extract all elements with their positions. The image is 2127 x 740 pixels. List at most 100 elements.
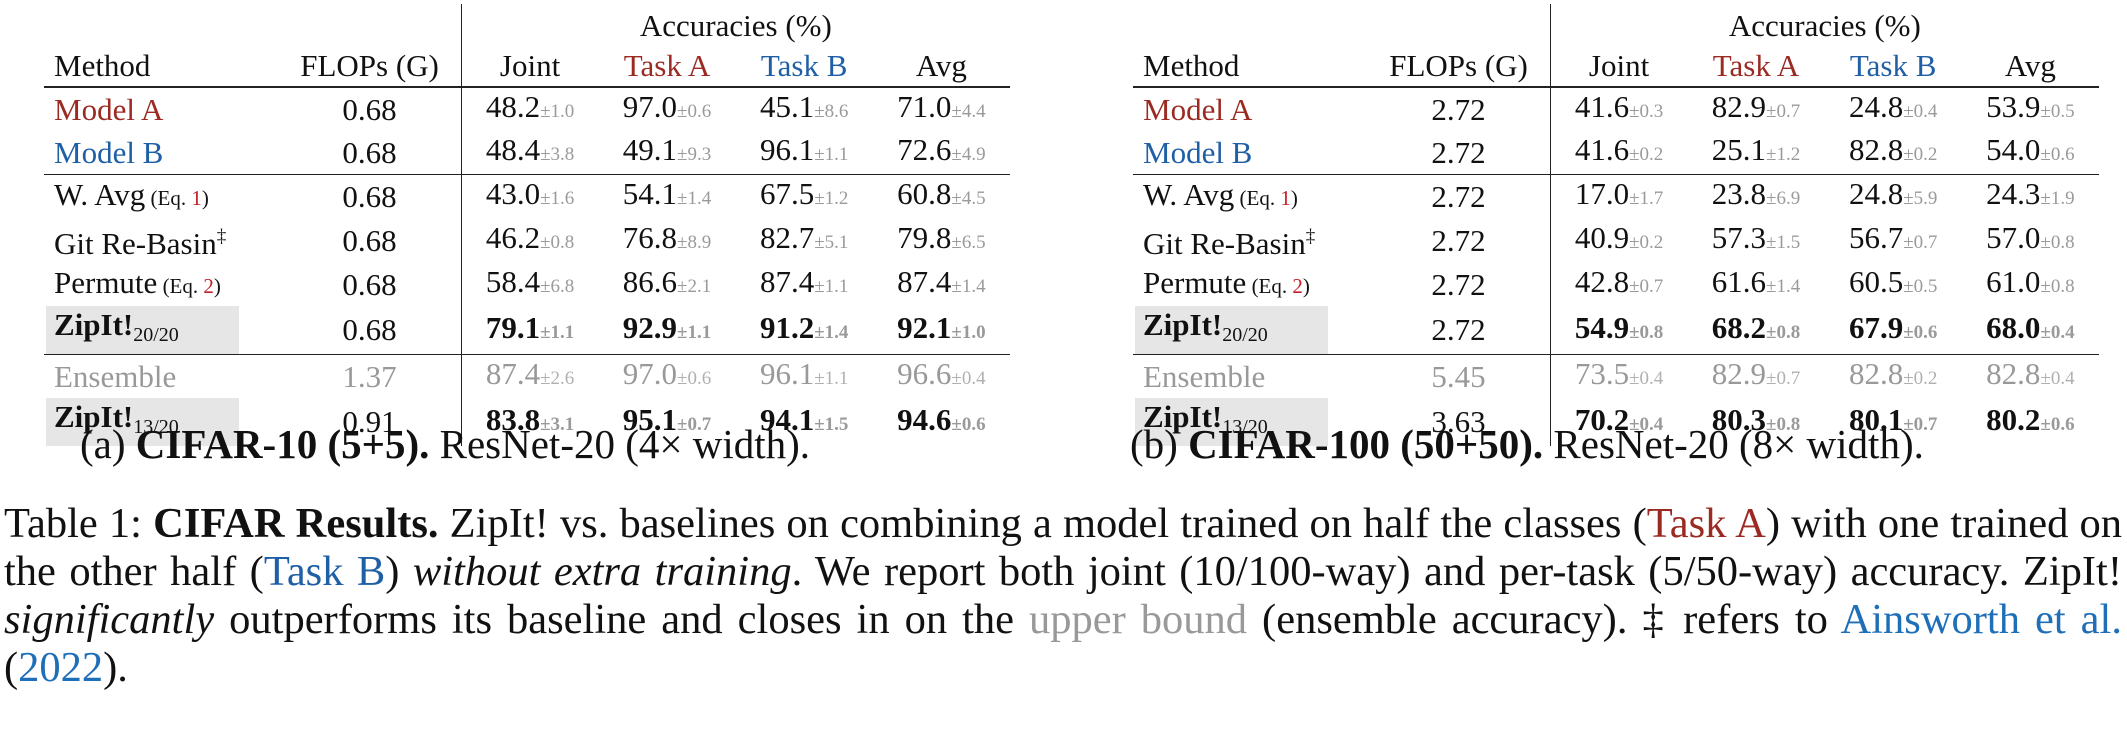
accuracy-std: ±0.6 [2040,413,2075,435]
method-name: Git Re-Basin [54,226,217,261]
accuracy-cell: 54.9±0.8 [1549,306,1688,355]
accuracy-value: 92.1 [897,309,952,345]
accuracy-std: ±1.1 [814,368,849,389]
method-name: W. Avg [54,177,146,212]
accuracy-std: ±1.0 [951,321,986,343]
task-a-header: Task A [598,46,736,88]
accuracy-std: ±0.8 [2040,232,2075,253]
caption-label: Table 1: [4,500,154,547]
accuracy-cell: 87.4±1.1 [736,263,873,306]
flops-cell: 5.45 [1431,358,1486,394]
accuracy-value: 87.4 [485,356,541,391]
accuracy-value: 48.2 [485,89,541,124]
accuracy-cell: 42.8±0.7 [1549,263,1688,306]
accuracy-cell: 57.3±1.5 [1687,218,1824,263]
accuracy-cell: 80.2±0.6 [1962,398,2099,446]
accuracy-std: ±0.4 [1903,101,1938,122]
results-table-cifar100: Accuracies (%) Method FLOPs (G) Joint Task A… [1133,4,2099,446]
accuracy-value: 61.6 [1711,264,1767,299]
accuracy-value: 67.5 [759,176,815,211]
accuracy-value: 17.0 [1574,176,1630,211]
method-name: Ensemble [1143,358,1266,394]
table-row: Git Re-Basin‡ 2.72 40.9±0.2 57.3±1.5 56.7±0.… [1133,218,2099,263]
equation-ref-link[interactable]: 2 [203,274,214,298]
accuracy-std: ±0.7 [1629,276,1664,297]
empty-cell [1133,4,1367,46]
accuracy-std: ±4.5 [951,188,986,209]
method-name: Model B [54,134,164,170]
accuracy-cell: 41.6±0.3 [1549,87,1688,131]
caption-text: ). [103,644,128,691]
accuracy-value: 40.9 [1574,220,1630,255]
accuracy-std: ±0.2 [1903,144,1938,165]
accuracy-std: ±0.7 [1903,232,1938,253]
equation-ref-link[interactable]: 1 [1280,186,1291,210]
method-cell: Ensemble [44,355,278,399]
accuracy-cell: 94.6±0.6 [873,398,1010,446]
accuracy-cell: 82.8±0.2 [1824,131,1962,175]
accuracy-std: ±1.9 [2040,188,2075,209]
accuracy-std: ±1.7 [1629,188,1664,209]
flops-cell: 2.72 [1431,178,1486,214]
accuracy-value: 71.0 [897,89,952,124]
task-b-header: Task B [735,46,873,88]
subcaption-a-dataset: CIFAR-10 (5+5). [135,421,430,467]
accuracy-value: 46.2 [485,220,541,255]
flops-cell: 3.63 [1431,404,1486,439]
accuracy-cell: 23.8±6.9 [1687,175,1824,219]
equation-ref-link[interactable]: 1 [191,186,202,210]
task-b-header: Task B [1824,46,1962,88]
subcaption-b-dataset: CIFAR-100 (50+50). [1188,421,1544,467]
avg-header: Avg [872,46,1010,88]
accuracy-std: ±4.4 [951,101,986,122]
accuracy-cell: 82.8±0.4 [1962,355,2099,399]
accuracy-value: 49.1 [622,132,678,167]
flops-cell: 2.72 [1431,91,1486,127]
accuracy-std: ±0.4 [951,368,986,389]
accuracy-cell: 76.8±8.9 [598,218,735,263]
accuracy-cell: 86.6±2.1 [598,263,735,306]
subcaption-b-model: ResNet-20 (8× width). [1543,421,1924,467]
results-table-cifar10: Accuracies (%) Method FLOPs (G) Joint Task A… [44,4,1010,446]
accuracy-std: ±1.5 [1766,232,1801,253]
accuracy-value: 25.1 [1711,132,1767,167]
accuracy-std: ±1.6 [540,188,575,209]
accuracy-std: ±1.1 [814,144,849,165]
caption-emphasis: without extra training [412,548,792,595]
equation-ref-link[interactable]: 2 [1292,274,1303,298]
method-cell: Git Re-Basin‡ [44,218,278,263]
table-row: Model B 0.68 48.4±3.8 49.1±9.3 96.1±1.1 72.6±… [44,131,1010,175]
avg-header: Avg [1961,46,2099,88]
accuracy-std: ±0.6 [2040,144,2075,165]
method-name: ZipIt! [1143,399,1223,434]
accuracy-value: 94.1 [759,401,815,437]
caption-text: (ensemble accuracy). ‡ refers to [1247,596,1841,643]
method-subscript: 13/20 [133,416,179,438]
caption-task-a: Task A [1646,500,1766,547]
method-cell: ZipIt!13/20 [44,398,278,446]
accuracy-std: ±1.5 [814,413,849,435]
method-subscript: 13/20 [1222,416,1268,438]
citation-author-link[interactable]: Ainsworth et al. [1840,596,2122,643]
table-row: ZipIt!13/20 0.91 83.8±3.1 95.1±0.7 94.1±1.5 9… [44,398,1010,446]
accuracy-std: ±1.2 [1766,144,1801,165]
accuracy-cell: 95.1±0.7 [598,398,735,446]
accuracy-std: ±0.7 [677,413,712,435]
accuracy-cell: 48.2±1.0 [460,87,599,131]
method-name: Permute [54,265,158,300]
citation-year-link[interactable]: 2022 [18,644,104,691]
accuracy-std: ±1.1 [540,321,575,343]
empty-cell [278,4,461,46]
accuracy-value: 82.8 [1848,132,1904,167]
method-name: Ensemble [54,358,177,394]
accuracy-std: ±0.5 [1903,276,1938,297]
accuracy-value: 53.9 [1986,89,2041,124]
accuracy-cell: 45.1±8.6 [736,87,873,131]
method-cell: ZipIt!20/20 [44,306,279,355]
results-table: Accuracies (%) Method FLOPs (G) Joint Task A… [1133,4,2099,446]
accuracy-value: 79.1 [485,309,541,345]
accuracy-cell: 53.9±0.5 [1962,87,2099,131]
accuracy-std: ±0.7 [1766,368,1801,389]
equation-note-text: (Eq. [162,274,204,298]
accuracy-value: 54.9 [1574,309,1630,345]
